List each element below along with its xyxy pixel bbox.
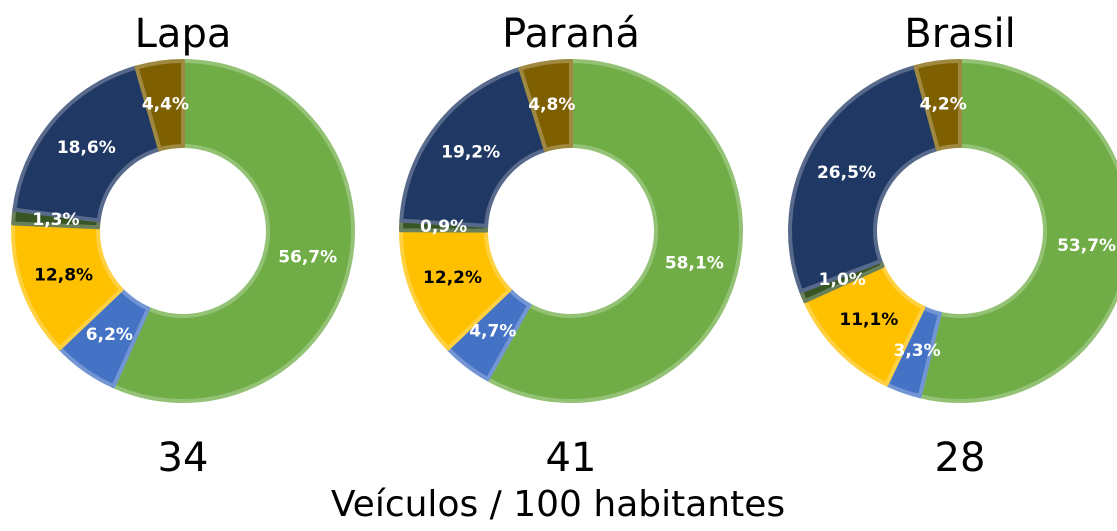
chart-subtitle: 28 xyxy=(935,435,986,481)
donut-segment xyxy=(788,64,940,294)
donut-segment xyxy=(917,59,1117,403)
chart-title: Paraná xyxy=(502,11,640,57)
data-label: 4,4% xyxy=(142,95,189,115)
data-label: 4,2% xyxy=(920,95,967,115)
chart-title: Brasil xyxy=(904,11,1015,57)
caption: Veículos / 100 habitantes xyxy=(331,484,785,525)
data-label: 18,6% xyxy=(57,138,116,158)
donut-segment xyxy=(485,59,743,403)
donut-segment xyxy=(399,66,548,228)
data-label: 4,7% xyxy=(469,322,516,342)
data-label: 0,9% xyxy=(420,217,467,237)
data-label: 19,2% xyxy=(441,142,500,162)
data-label: 12,2% xyxy=(423,268,482,288)
data-label: 53,7% xyxy=(1057,236,1116,256)
donut-segment xyxy=(111,59,355,403)
data-label: 12,8% xyxy=(34,266,93,286)
data-label: 6,2% xyxy=(86,325,133,345)
data-label: 26,5% xyxy=(817,163,876,183)
data-label: 56,7% xyxy=(278,248,337,268)
data-label: 4,8% xyxy=(528,95,575,115)
data-label: 1,0% xyxy=(819,270,866,290)
chart-subtitle: 34 xyxy=(158,435,209,481)
donut-segment xyxy=(518,59,573,152)
data-label: 1,3% xyxy=(32,210,79,230)
donut-segment xyxy=(913,59,962,151)
chart-title: Lapa xyxy=(135,11,232,57)
data-label: 3,3% xyxy=(894,341,941,361)
donut-segment xyxy=(12,65,162,223)
data-label: 58,1% xyxy=(665,253,724,273)
data-label: 11,1% xyxy=(839,310,898,330)
donut-segment xyxy=(134,59,185,152)
chart-subtitle: 41 xyxy=(546,435,597,481)
